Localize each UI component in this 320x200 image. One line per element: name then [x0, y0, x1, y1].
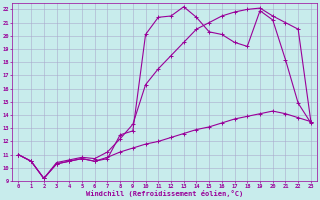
X-axis label: Windchill (Refroidissement éolien,°C): Windchill (Refroidissement éolien,°C) — [86, 190, 243, 197]
